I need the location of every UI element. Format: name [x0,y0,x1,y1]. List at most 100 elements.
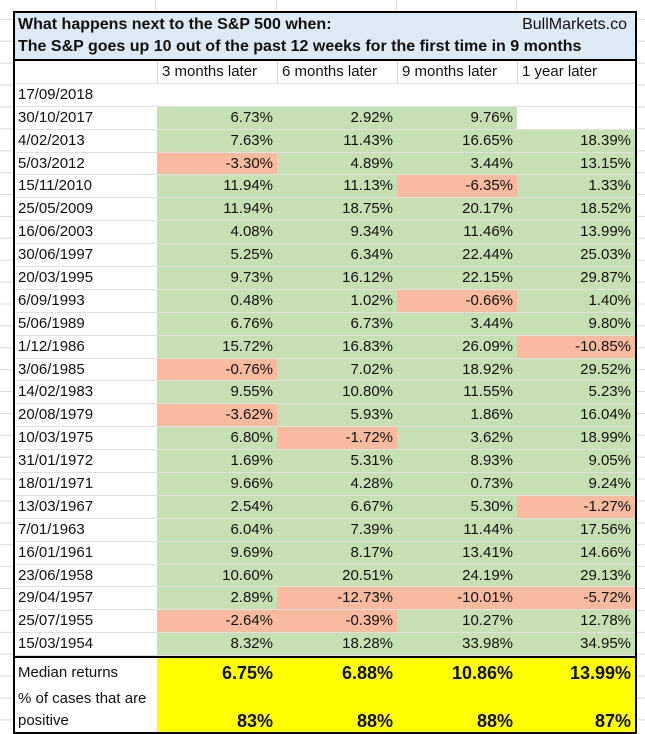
return-cell-3m[interactable]: 10.60% [157,564,277,587]
return-cell-1y[interactable]: 9.24% [517,473,635,495]
return-cell-9m[interactable]: 3.44% [397,152,517,175]
return-cell-1y[interactable]: 29.87% [517,267,635,289]
return-cell-9m[interactable]: 16.65% [397,129,517,152]
return-cell-9m[interactable]: 13.41% [397,541,517,564]
return-cell-1y[interactable]: 9.05% [517,450,635,473]
return-cell-6m[interactable]: 4.89% [277,152,397,175]
return-cell-9m[interactable]: -6.35% [397,175,517,198]
median-6m[interactable]: 6.88% [277,658,397,689]
return-cell-1y[interactable]: 18.39% [517,129,635,152]
return-cell-6m[interactable]: 11.43% [277,129,397,152]
return-cell-6m[interactable]: 5.93% [277,404,397,427]
return-cell-3m[interactable]: -3.62% [157,404,277,427]
return-cell-9m[interactable]: -0.66% [397,289,517,312]
return-cell-6m[interactable]: 6.34% [277,244,397,267]
return-cell-9m[interactable]: 18.92% [397,358,517,381]
positive-9m[interactable]: 88% [397,688,517,733]
return-cell-9m[interactable]: 22.15% [397,267,517,289]
return-cell-1y[interactable] [517,107,635,129]
return-cell-3m[interactable]: 6.04% [157,518,277,541]
return-cell-9m[interactable]: 1.86% [397,404,517,427]
return-cell-6m[interactable]: -1.72% [277,427,397,450]
return-cell-9m[interactable]: 3.44% [397,312,517,335]
date-cell[interactable]: 5/06/1989 [18,314,85,332]
date-cell[interactable]: 15/11/2010 [18,177,92,195]
return-cell-6m[interactable]: 20.51% [277,564,397,587]
date-cell[interactable]: 13/03/1967 [18,497,94,515]
date-cell[interactable]: 20/03/1995 [18,269,94,287]
column-header-1y[interactable]: 1 year later [517,61,635,83]
median-9m[interactable]: 10.86% [397,658,517,689]
return-cell-1y[interactable]: 5.23% [517,381,635,404]
return-cell-9m[interactable]: 26.09% [397,335,517,358]
return-cell-9m[interactable]: 3.62% [397,427,517,450]
return-cell-1y[interactable]: -5.72% [517,587,635,610]
date-cell[interactable]: 18/01/1971 [18,475,94,493]
date-cell[interactable]: 23/06/1958 [18,566,94,584]
positive-3m[interactable]: 83% [157,688,277,733]
return-cell-6m[interactable]: 9.34% [277,221,397,244]
return-cell-9m[interactable]: -10.01% [397,587,517,610]
date-cell[interactable]: 5/03/2012 [18,154,85,172]
positive-6m[interactable]: 88% [277,688,397,733]
date-cell[interactable]: 30/06/1997 [18,246,94,264]
return-cell-9m[interactable]: 10.27% [397,610,517,633]
return-cell-9m[interactable]: 5.30% [397,495,517,518]
return-cell-1y[interactable]: 17.56% [517,518,635,541]
return-cell-6m[interactable]: 8.17% [277,541,397,564]
return-cell-3m[interactable] [157,84,277,106]
return-cell-6m[interactable]: 6.67% [277,495,397,518]
return-cell-9m[interactable]: 11.44% [397,518,517,541]
return-cell-1y[interactable]: 14.66% [517,541,635,564]
date-cell[interactable]: 25/07/1955 [18,612,94,630]
date-cell[interactable]: 20/08/1979 [18,406,94,424]
return-cell-3m[interactable]: 11.94% [157,198,277,221]
return-cell-9m[interactable] [397,84,517,106]
return-cell-6m[interactable]: 10.80% [277,381,397,404]
return-cell-3m[interactable]: 9.55% [157,381,277,404]
return-cell-9m[interactable]: 24.19% [397,564,517,587]
column-header-6m[interactable]: 6 months later [277,61,397,83]
return-cell-1y[interactable]: 29.52% [517,358,635,381]
header-blank-cell[interactable] [15,61,157,83]
return-cell-3m[interactable]: 6.80% [157,427,277,450]
return-cell-6m[interactable]: -0.39% [277,610,397,633]
date-cell[interactable]: 10/03/1975 [18,429,94,447]
return-cell-6m[interactable]: 16.12% [277,267,397,289]
return-cell-3m[interactable]: 5.25% [157,244,277,267]
return-cell-3m[interactable]: 8.32% [157,633,277,656]
return-cell-6m[interactable]: 18.28% [277,633,397,656]
median-3m[interactable]: 6.75% [157,658,277,689]
return-cell-3m[interactable]: 2.89% [157,587,277,610]
return-cell-3m[interactable]: 0.48% [157,289,277,312]
return-cell-1y[interactable]: -1.27% [517,495,635,518]
return-cell-3m[interactable]: 11.94% [157,175,277,198]
date-cell[interactable]: 14/02/1983 [18,383,94,401]
date-cell[interactable]: 25/05/2009 [18,200,94,218]
date-cell[interactable]: 29/04/1957 [18,589,94,607]
return-cell-1y[interactable]: 9.80% [517,312,635,335]
return-cell-3m[interactable]: 2.54% [157,495,277,518]
column-header-9m[interactable]: 9 months later [397,61,517,83]
return-cell-3m[interactable]: 15.72% [157,335,277,358]
return-cell-9m[interactable]: 11.55% [397,381,517,404]
return-cell-3m[interactable]: -2.64% [157,610,277,633]
return-cell-6m[interactable] [277,84,397,106]
positive-label[interactable]: % of cases that are positive [15,688,157,732]
return-cell-3m[interactable]: 6.76% [157,312,277,335]
return-cell-9m[interactable]: 9.76% [397,106,517,129]
return-cell-1y[interactable]: 29.13% [517,564,635,587]
date-cell[interactable]: 17/09/2018 [18,85,94,103]
return-cell-9m[interactable]: 33.98% [397,633,517,656]
date-cell[interactable]: 7/01/1963 [18,520,85,538]
return-cell-3m[interactable]: 4.08% [157,221,277,244]
date-cell[interactable]: 16/01/1961 [18,543,94,561]
return-cell-1y[interactable]: 18.99% [517,427,635,450]
date-cell[interactable]: 16/06/2003 [18,223,94,241]
return-cell-3m[interactable]: 9.66% [157,473,277,495]
return-cell-6m[interactable]: 2.92% [277,106,397,129]
date-cell[interactable]: 3/06/1985 [18,360,85,378]
return-cell-1y[interactable]: 1.40% [517,289,635,312]
median-label[interactable]: Median returns [18,664,119,682]
return-cell-3m[interactable]: 1.69% [157,450,277,473]
